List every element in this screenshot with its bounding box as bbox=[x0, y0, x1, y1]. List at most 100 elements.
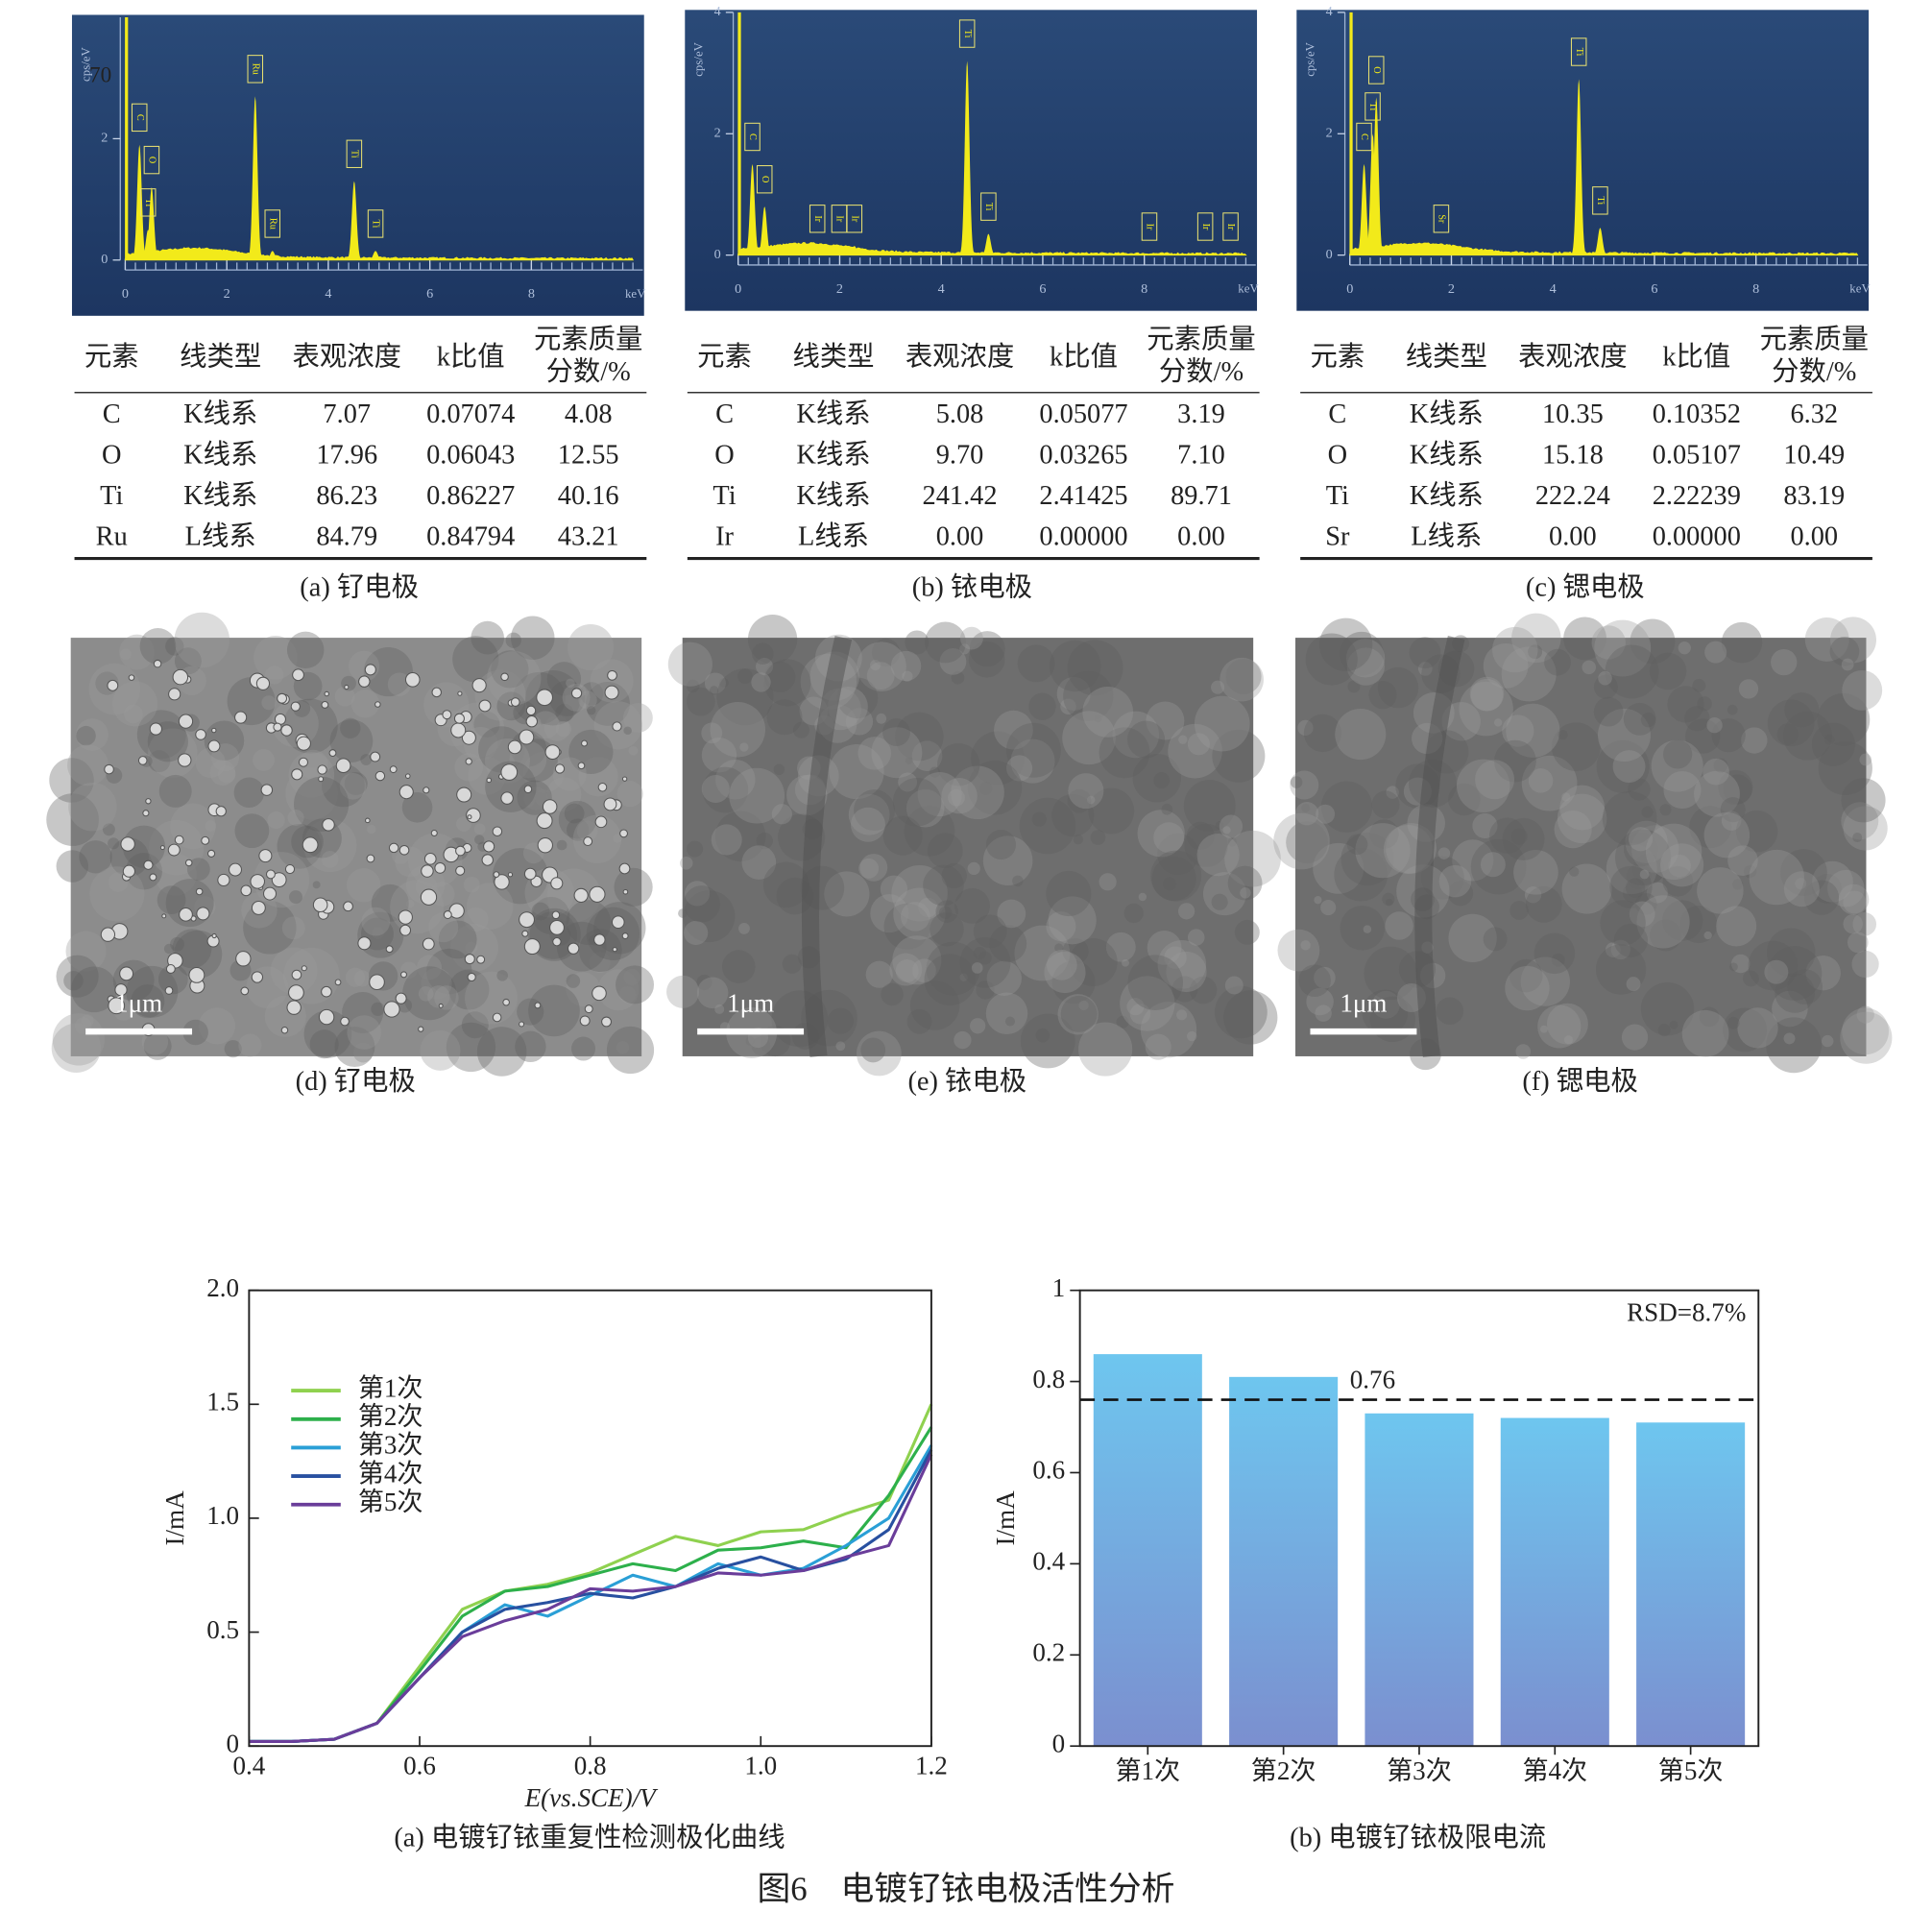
texture bbox=[148, 750, 171, 773]
particle bbox=[519, 1021, 525, 1028]
particle bbox=[549, 919, 565, 935]
texture bbox=[285, 766, 338, 820]
peak-label: Ti bbox=[983, 203, 994, 211]
texture bbox=[1459, 681, 1513, 737]
table-header: 线类型 bbox=[792, 341, 874, 372]
particle bbox=[343, 901, 353, 912]
texture bbox=[848, 793, 890, 835]
particle bbox=[434, 861, 447, 874]
texture bbox=[1017, 644, 1055, 683]
texture bbox=[1315, 1004, 1332, 1022]
particle bbox=[593, 933, 606, 946]
texture bbox=[342, 991, 384, 1033]
texture bbox=[1145, 1033, 1171, 1060]
x-axis-label: E(vs.SCE)/V bbox=[524, 1783, 659, 1812]
particle bbox=[290, 701, 301, 712]
texture bbox=[1787, 969, 1823, 1004]
texture bbox=[1697, 867, 1744, 914]
texture bbox=[1704, 641, 1727, 664]
texture bbox=[1829, 636, 1860, 666]
texture bbox=[1537, 1004, 1582, 1049]
texture bbox=[883, 903, 930, 950]
particle bbox=[358, 675, 371, 688]
texture bbox=[341, 675, 356, 691]
y-tick-label: 0 bbox=[1326, 247, 1333, 262]
table-cell: K线系 bbox=[796, 399, 870, 429]
texture bbox=[718, 678, 729, 689]
texture bbox=[967, 761, 1023, 815]
particle bbox=[536, 812, 553, 830]
texture bbox=[143, 1031, 172, 1060]
texture bbox=[912, 958, 936, 983]
texture bbox=[686, 679, 700, 693]
particle bbox=[536, 689, 553, 707]
texture bbox=[195, 747, 226, 778]
texture bbox=[900, 902, 930, 932]
x-tick-label: 8 bbox=[1141, 281, 1147, 297]
table-header: 表观浓度 bbox=[293, 341, 401, 372]
texture bbox=[1438, 864, 1472, 898]
table-cell: 0.07074 bbox=[426, 399, 515, 429]
texture bbox=[895, 959, 919, 982]
texture bbox=[353, 970, 371, 987]
table-cell: 0.00 bbox=[936, 521, 984, 551]
texture bbox=[124, 704, 143, 724]
table-cell: 2.22239 bbox=[1653, 481, 1741, 511]
texture bbox=[1511, 613, 1561, 664]
texture bbox=[968, 641, 1005, 678]
table-cell: 0.00 bbox=[1549, 521, 1597, 551]
peak-label: Ru bbox=[250, 63, 260, 75]
table-cell: K线系 bbox=[183, 399, 257, 429]
texture bbox=[1240, 887, 1251, 899]
peak-label-box bbox=[1141, 212, 1158, 241]
texture bbox=[1766, 928, 1816, 978]
texture bbox=[564, 803, 585, 824]
texture bbox=[63, 970, 84, 991]
texture bbox=[1598, 670, 1612, 686]
texture bbox=[334, 686, 355, 707]
peak-label-box bbox=[1222, 212, 1239, 241]
texture bbox=[1168, 723, 1222, 779]
texture bbox=[895, 712, 944, 762]
texture bbox=[510, 616, 555, 660]
peak bbox=[366, 251, 385, 260]
particle bbox=[142, 810, 150, 817]
particle bbox=[167, 843, 181, 857]
texture bbox=[1632, 853, 1665, 885]
bar bbox=[1364, 1413, 1474, 1747]
continuum bbox=[737, 242, 1247, 256]
legend-label: 第5次 bbox=[358, 1488, 423, 1516]
texture bbox=[1369, 819, 1399, 849]
peak-label-box bbox=[346, 139, 363, 168]
table-cell: 0.05077 bbox=[1039, 399, 1127, 429]
y-tick-label: 1.5 bbox=[206, 1388, 239, 1416]
texture bbox=[738, 923, 750, 934]
y-axis-label: cps/eV bbox=[1304, 41, 1317, 76]
x-tick-label: 8 bbox=[1752, 281, 1759, 297]
texture bbox=[973, 946, 987, 960]
texture bbox=[741, 845, 777, 880]
texture bbox=[1447, 880, 1474, 907]
texture bbox=[1470, 838, 1527, 895]
texture bbox=[1856, 1005, 1874, 1024]
spectrum-background bbox=[1296, 10, 1870, 311]
peak-label: Ti bbox=[1367, 102, 1378, 110]
particle bbox=[453, 713, 465, 724]
texture bbox=[616, 1041, 630, 1054]
texture bbox=[360, 754, 373, 765]
table-cell: 0.06043 bbox=[426, 440, 515, 470]
texture bbox=[1838, 883, 1870, 915]
peak bbox=[1364, 133, 1383, 255]
texture bbox=[522, 751, 565, 793]
x-tick-label: 第1次 bbox=[1115, 1756, 1180, 1785]
texture bbox=[1602, 790, 1657, 846]
particle bbox=[581, 739, 588, 747]
texture bbox=[1385, 898, 1393, 907]
texture bbox=[1183, 780, 1236, 833]
texture bbox=[1663, 739, 1693, 769]
texture bbox=[930, 911, 964, 947]
texture bbox=[1492, 626, 1538, 673]
texture bbox=[119, 634, 155, 670]
texture bbox=[1626, 977, 1641, 992]
texture bbox=[131, 984, 165, 1019]
